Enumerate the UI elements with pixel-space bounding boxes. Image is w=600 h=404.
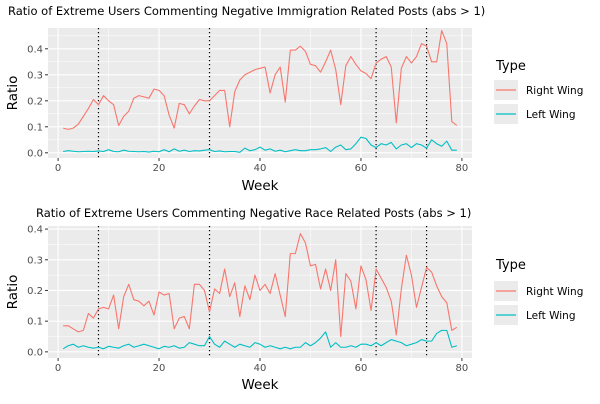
race-legend: Type Right Wing Left Wing: [494, 258, 583, 325]
immigration-chart-title: Ratio of Extreme Users Commenting Negati…: [8, 4, 485, 18]
legend-label-left-wing: Left Wing: [526, 109, 575, 121]
y-tick-label: 0.4: [27, 225, 43, 236]
immigration-series: [63, 30, 458, 153]
x-tick-label: 0: [55, 363, 61, 374]
race-legend-title: Type: [495, 258, 526, 273]
y-tick-label: 0.2: [27, 96, 43, 107]
x-tick-label: 20: [153, 363, 166, 374]
y-tick-label: 0.1: [27, 317, 43, 328]
immigration-y-axis-label: Ratio: [5, 76, 21, 111]
immigration-chart-panel: Ratio of Extreme Users Commenting Negati…: [5, 4, 583, 194]
y-tick-label: 0.0: [27, 347, 43, 358]
race-x-axis-label: Week: [242, 377, 279, 393]
y-tick-label: 0.3: [27, 255, 43, 266]
y-tick-label: 0.2: [27, 286, 43, 297]
immigration-series-left-wing: [63, 136, 457, 153]
x-tick-label: 60: [355, 163, 368, 174]
x-tick-label: 20: [153, 163, 166, 174]
legend-label-right-wing: Right Wing: [526, 286, 583, 298]
y-tick-label: 0.4: [27, 44, 43, 55]
legend-label-left-wing: Left Wing: [526, 310, 575, 322]
immigration-series-right-wing: [63, 30, 458, 130]
y-tick-label: 0.0: [27, 148, 43, 159]
race-series: [62, 233, 458, 350]
immigration-gridlines: [48, 28, 472, 158]
x-tick-label: 40: [254, 363, 267, 374]
x-tick-label: 60: [355, 363, 368, 374]
race-y-axis-label: Ratio: [5, 275, 21, 310]
x-tick-label: 80: [456, 163, 469, 174]
immigration-event-lines: [97, 28, 428, 158]
y-tick-label: 0.3: [27, 70, 43, 81]
x-tick-label: 0: [55, 163, 61, 174]
race-chart-title: Ratio of Extreme Users Commenting Negati…: [36, 206, 471, 220]
race-series-right-wing: [63, 233, 458, 338]
immigration-legend: Type Right Wing Left Wing: [494, 59, 583, 124]
x-tick-label: 40: [254, 163, 267, 174]
immigration-x-axis: 0 20 40 60 80: [55, 158, 468, 174]
race-chart-panel: Ratio of Extreme Users Commenting Negati…: [5, 206, 583, 393]
legend-label-right-wing: Right Wing: [526, 85, 583, 97]
immigration-legend-title: Type: [495, 59, 526, 74]
immigration-y-axis: 0.0 0.1 0.2 0.3 0.4: [27, 44, 48, 159]
race-x-axis: 0 20 40 60 80: [55, 358, 468, 374]
race-series-left-wing: [62, 329, 458, 350]
y-tick-label: 0.1: [27, 122, 43, 133]
x-tick-label: 80: [456, 363, 469, 374]
race-y-axis: 0.0 0.1 0.2 0.3 0.4: [27, 225, 48, 358]
immigration-x-axis-label: Week: [242, 178, 279, 194]
